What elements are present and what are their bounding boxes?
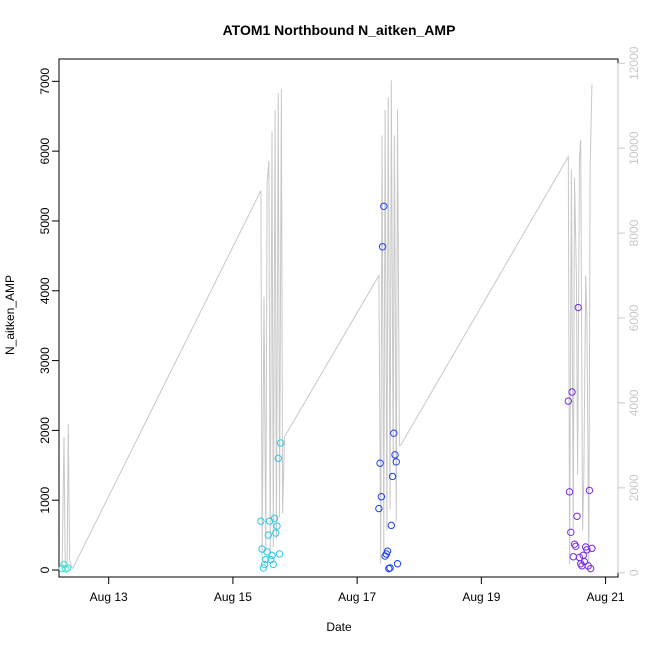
data-point: [383, 547, 392, 555]
x-tick-label: Aug 19: [462, 590, 500, 604]
data-point: [393, 560, 402, 568]
data-point: [388, 472, 397, 481]
y-axis: 0 1000 2000 3000 4000 5000 6000 7000: [38, 68, 59, 573]
data-point: [377, 493, 386, 501]
data-point: [580, 557, 589, 566]
data-point: [569, 553, 577, 561]
data-point: [378, 243, 387, 251]
y-tick-label: 4000: [38, 277, 52, 304]
data-point: [269, 560, 277, 569]
data-point: [385, 564, 393, 573]
data-point: [572, 542, 580, 550]
data-point: [574, 303, 582, 312]
data-point: [257, 517, 265, 525]
data-point: [390, 429, 398, 437]
y-tick-label: 1000: [38, 487, 52, 514]
y2-tick-label: 4000: [627, 389, 641, 416]
y-tick-label: 6000: [38, 137, 52, 164]
data-point: [273, 522, 281, 530]
x-tick-label: Aug 15: [214, 590, 252, 604]
x-tick-label: Aug 17: [338, 590, 376, 604]
y-tick-label: 7000: [38, 68, 52, 95]
data-point: [274, 454, 282, 463]
data-point: [573, 512, 581, 520]
y2-tick-label: 6000: [627, 304, 641, 331]
x-axis-label: Date: [326, 620, 352, 634]
data-point: [380, 202, 388, 211]
data-point: [277, 439, 285, 447]
data-point: [386, 564, 394, 572]
data-point: [272, 529, 280, 537]
data-point: [588, 544, 596, 553]
data-point: [270, 514, 279, 523]
y-tick-label: 3000: [38, 347, 52, 374]
y2-axis: 0 2000 4000 6000 8000 10000 12000: [617, 46, 641, 576]
data-point: [264, 531, 273, 539]
y2-tick-label: 0: [627, 569, 641, 576]
data-point: [565, 488, 574, 496]
data-point: [259, 564, 268, 572]
data-point: [62, 565, 70, 573]
y2-tick-label: 12000: [627, 46, 641, 80]
y2-tick-label: 8000: [627, 219, 641, 246]
data-point: [58, 564, 66, 573]
data-point: [275, 550, 284, 558]
x-axis: Aug 13 Aug 15 Aug 17 Aug 19 Aug 21: [90, 577, 625, 604]
y2-tick-label: 2000: [627, 474, 641, 501]
data-point: [376, 459, 384, 467]
line-series: [61, 80, 593, 570]
y2-tick-label: 10000: [627, 131, 641, 165]
data-point: [583, 546, 591, 554]
y-axis-label: N_aitken_AMP: [3, 275, 17, 355]
data-point: [268, 551, 276, 560]
y-tick-label: 0: [38, 566, 52, 573]
x-tick-label: Aug 21: [587, 590, 625, 604]
data-point: [564, 397, 573, 405]
y-tick-label: 5000: [38, 207, 52, 234]
data-point: [391, 451, 399, 459]
data-point: [387, 521, 395, 530]
point-series: [58, 202, 596, 573]
secondary-line: [61, 80, 593, 570]
chart-title: ATOM1 Northbound N_aitken_AMP: [223, 22, 456, 38]
plot-border: [58, 58, 619, 578]
data-point: [263, 548, 271, 556]
plot-frame: [58, 58, 619, 578]
data-point: [567, 528, 575, 537]
data-point: [262, 555, 270, 564]
y-tick-label: 2000: [38, 417, 52, 444]
data-point: [568, 388, 576, 396]
data-point: [586, 564, 595, 573]
data-point: [392, 458, 400, 466]
data-point: [375, 504, 383, 513]
x-tick-label: Aug 13: [90, 590, 128, 604]
data-point: [63, 564, 72, 572]
data-point: [260, 560, 269, 569]
data-point: [585, 486, 594, 495]
